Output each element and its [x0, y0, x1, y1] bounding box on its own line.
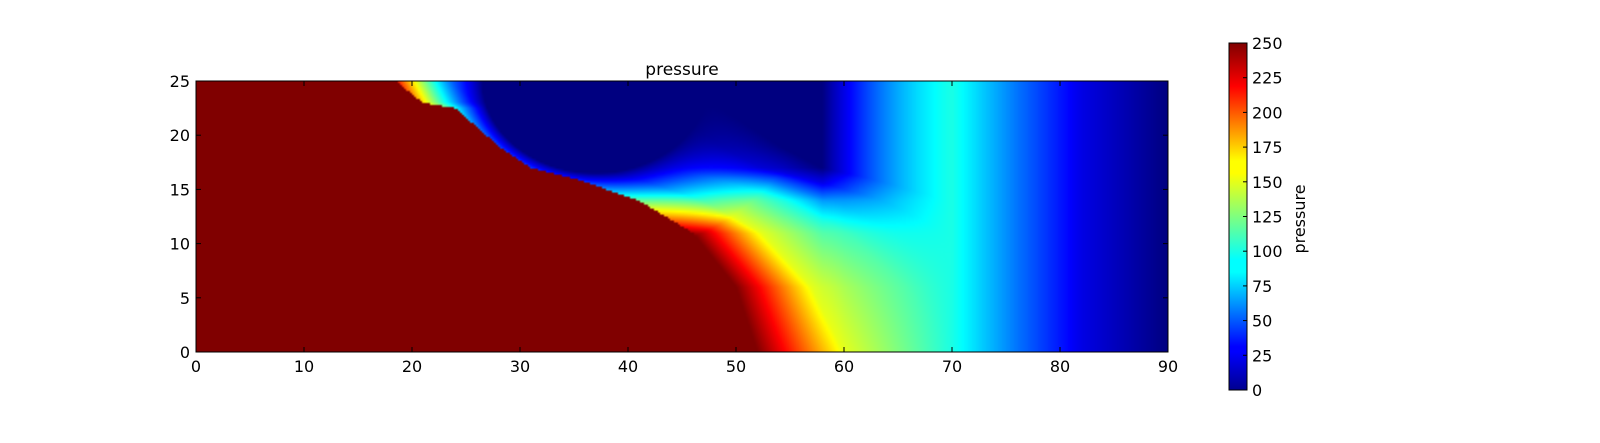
- x-tick-label: 50: [726, 357, 746, 376]
- colorbar-ticks: 0 25 50 75 100 125 150 175 200 225 250: [1243, 34, 1283, 400]
- x-tick-label: 70: [942, 357, 962, 376]
- colorbar-tick-label: 25: [1252, 346, 1272, 365]
- colorbar-tick-label: 200: [1252, 103, 1283, 122]
- x-axis-ticks: 0 10 20 30 40 50 60 70 80 90: [191, 81, 1178, 376]
- colorbar-tick-label: 75: [1252, 277, 1272, 296]
- colorbar-tick-label: 250: [1252, 34, 1283, 53]
- y-tick-label: 10: [170, 235, 190, 254]
- x-tick-label: 10: [294, 357, 314, 376]
- colorbar-label: pressure: [1290, 184, 1309, 253]
- colorbar-tick-label: 175: [1252, 138, 1283, 157]
- colorbar: 0 25 50 75 100 125 150 175 200 225 250 pressure: [1228, 34, 1309, 400]
- x-tick-label: 20: [402, 357, 422, 376]
- x-tick-label: 0: [191, 357, 201, 376]
- x-tick-label: 60: [834, 357, 854, 376]
- y-tick-label: 20: [170, 126, 190, 145]
- x-tick-label: 30: [510, 357, 530, 376]
- colorbar-tick-label: 125: [1252, 208, 1283, 227]
- y-tick-label: 25: [170, 72, 190, 91]
- x-tick-label: 90: [1158, 357, 1178, 376]
- y-tick-label: 15: [170, 180, 190, 199]
- colorbar-tick-label: 50: [1252, 312, 1272, 331]
- chart-title: pressure: [645, 60, 718, 80]
- plot-frame: [195, 80, 1169, 353]
- colorbar-tick-label: 150: [1252, 173, 1283, 192]
- heatmap-plot: [196, 81, 1168, 352]
- x-tick-label: 80: [1050, 357, 1070, 376]
- y-tick-label: 5: [180, 289, 190, 308]
- colorbar-tick-label: 225: [1252, 69, 1283, 88]
- colorbar-tick-label: 0: [1252, 381, 1262, 400]
- x-tick-label: 40: [618, 357, 638, 376]
- y-axis-ticks: 0 5 10 15 20 25: [170, 72, 1168, 362]
- colorbar-tick-label: 100: [1252, 242, 1283, 261]
- heatmap-image: [196, 81, 1168, 352]
- y-tick-label: 0: [180, 343, 190, 362]
